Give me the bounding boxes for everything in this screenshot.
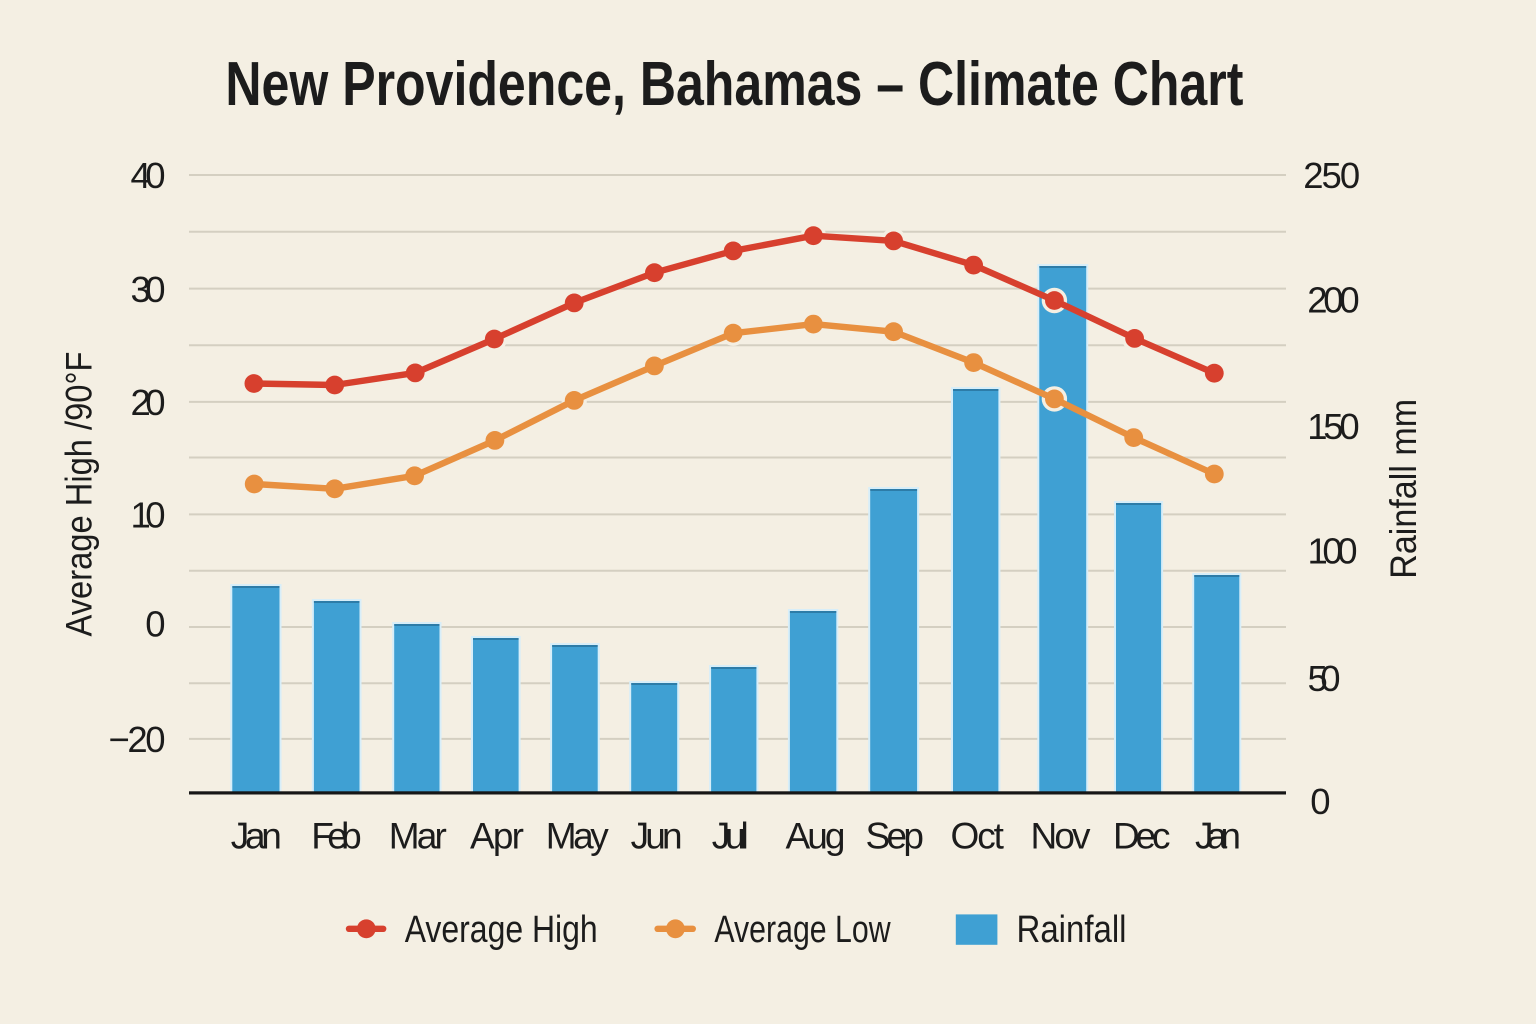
svg-text:Nov: Nov bbox=[1031, 815, 1092, 856]
svg-text:Rainfall mm: Rainfall mm bbox=[1383, 399, 1424, 579]
svg-text:Average High: Average High bbox=[405, 909, 598, 951]
svg-text:100: 100 bbox=[1308, 530, 1358, 571]
svg-text:30: 30 bbox=[131, 269, 166, 310]
svg-text:20: 20 bbox=[131, 382, 166, 423]
svg-text:Apr: Apr bbox=[470, 815, 524, 856]
svg-text:New Providence, Bahamas – Clim: New Providence, Bahamas – Climate Chart bbox=[225, 50, 1243, 119]
svg-text:Jan: Jan bbox=[231, 815, 282, 856]
svg-text:0: 0 bbox=[145, 604, 165, 645]
svg-text:Average Low: Average Low bbox=[714, 909, 891, 951]
svg-text:150: 150 bbox=[1307, 406, 1360, 447]
svg-text:Sep: Sep bbox=[865, 815, 924, 856]
svg-text:May: May bbox=[546, 815, 610, 856]
svg-text:0: 0 bbox=[1310, 781, 1330, 822]
svg-text:Jun: Jun bbox=[631, 815, 683, 856]
svg-text:200: 200 bbox=[1307, 280, 1360, 321]
svg-text:−20: −20 bbox=[109, 719, 166, 760]
svg-text:Aug: Aug bbox=[786, 815, 846, 856]
svg-text:250: 250 bbox=[1303, 155, 1360, 196]
svg-text:10: 10 bbox=[131, 495, 166, 536]
svg-text:Jul: Jul bbox=[712, 815, 749, 856]
svg-text:40: 40 bbox=[131, 155, 166, 196]
svg-text:Jan: Jan bbox=[1195, 815, 1241, 856]
svg-text:Mar: Mar bbox=[389, 815, 447, 856]
svg-text:Rainfall: Rainfall bbox=[1017, 909, 1127, 951]
svg-text:Average High /90°F: Average High /90°F bbox=[59, 352, 100, 637]
svg-text:50: 50 bbox=[1308, 658, 1341, 699]
svg-text:Dec: Dec bbox=[1113, 815, 1171, 856]
svg-text:Oct: Oct bbox=[950, 815, 1004, 856]
svg-text:Feb: Feb bbox=[311, 815, 362, 856]
